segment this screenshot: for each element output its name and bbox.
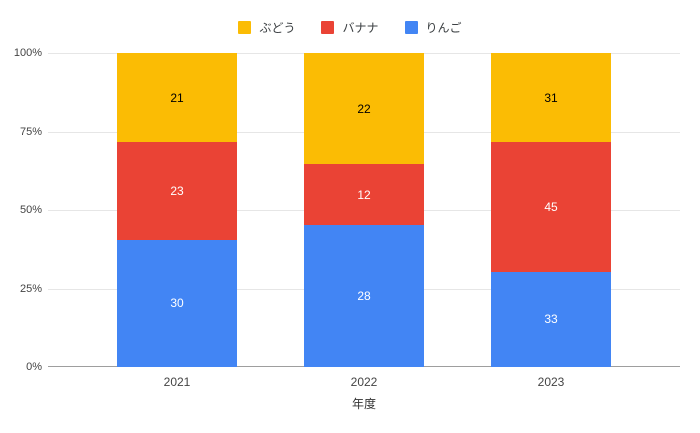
bar-segment-2023-ぶどう[interactable]: 31: [491, 53, 611, 143]
x-axis-labels: 2021 2022 2023: [48, 369, 680, 389]
bar-segment-2023-バナナ[interactable]: 45: [491, 142, 611, 272]
x-tick-label-2023: 2023: [537, 375, 565, 389]
bar-value-label: 23: [170, 183, 184, 198]
legend-swatch-icon: [321, 21, 335, 34]
bar-value-label: 12: [357, 187, 371, 202]
bar-2022: 28 12 22: [304, 53, 424, 367]
bar-2023: 33 45 31: [491, 53, 611, 367]
y-tick-label: 25%: [19, 282, 42, 295]
bar-value-label: 30: [170, 296, 184, 311]
bar-value-label: 28: [357, 289, 371, 304]
bar-segment-2021-バナナ[interactable]: 23: [117, 142, 237, 240]
bar-value-label: 45: [544, 200, 558, 215]
bar-value-label: 33: [544, 312, 558, 327]
x-tick-label-2022: 2022: [350, 375, 378, 389]
bar-segment-2023-りんご[interactable]: 33: [491, 271, 611, 367]
bar-segment-2022-りんご[interactable]: 28: [304, 225, 424, 367]
legend-swatch-icon: [404, 21, 418, 34]
bar-value-label: 31: [544, 90, 558, 105]
x-axis-title: 年度: [351, 397, 376, 411]
y-tick-label: 75%: [19, 125, 42, 138]
plot-area: 30 23 21 28 12 22 33 45 31: [48, 53, 680, 367]
bar-value-label: 22: [357, 101, 371, 116]
bar-value-label: 21: [170, 90, 184, 105]
legend-item-バナナ[interactable]: バナナ: [321, 19, 379, 36]
y-axis-labels: 0% 25% 50% 75% 100%: [0, 47, 42, 373]
bar-segment-2021-ぶどう[interactable]: 21: [117, 53, 237, 143]
legend: ぶどう バナナ りんご: [0, 19, 700, 36]
bar-segment-2022-ぶどう[interactable]: 22: [304, 53, 424, 165]
y-tick-label: 0%: [26, 361, 42, 373]
legend-label: バナナ: [342, 21, 379, 35]
legend-swatch-icon: [238, 21, 252, 34]
legend-label: りんご: [425, 21, 462, 35]
x-tick-label-2021: 2021: [163, 375, 191, 389]
legend-label: ぶどう: [259, 21, 296, 35]
y-tick-label: 50%: [19, 204, 42, 216]
bar-segment-2021-りんご[interactable]: 30: [117, 239, 237, 367]
bar-segment-2022-バナナ[interactable]: 12: [304, 164, 424, 226]
bar-2021: 30 23 21: [117, 53, 237, 367]
legend-item-ぶどう[interactable]: ぶどう: [238, 19, 295, 36]
y-tick-label: 100%: [13, 47, 42, 59]
legend-item-りんご[interactable]: りんご: [404, 19, 462, 36]
